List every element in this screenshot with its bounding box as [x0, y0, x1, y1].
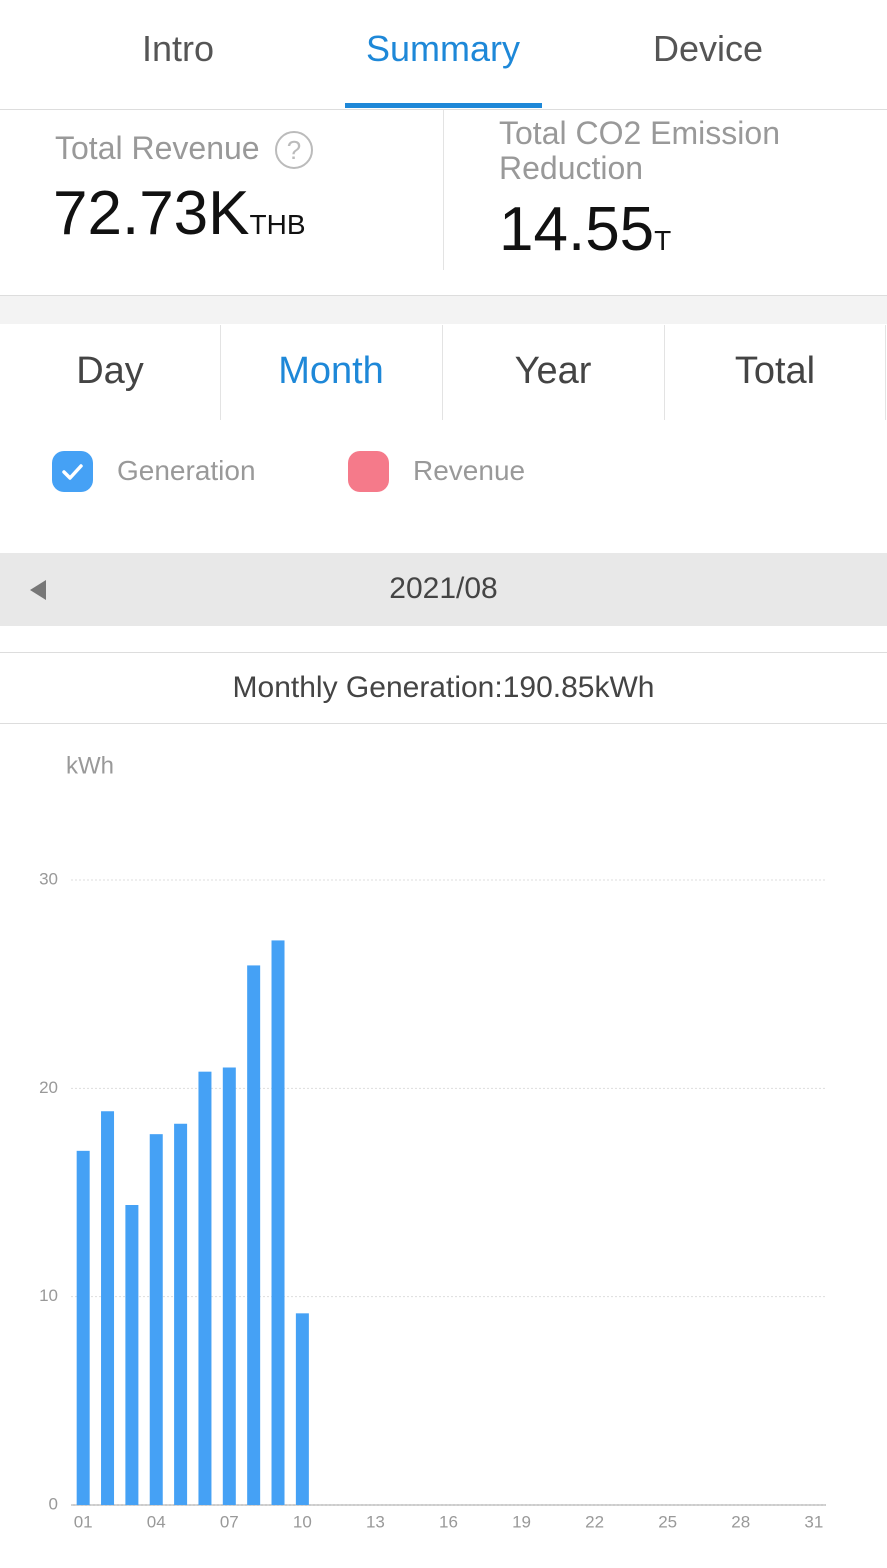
- value: 72.73K: [53, 179, 250, 248]
- bar: [247, 965, 261, 1505]
- x-tick-label: 28: [731, 1512, 750, 1531]
- bar: [295, 1313, 309, 1505]
- date-bar: [0, 553, 887, 626]
- period[interactable]: Total: [734, 350, 816, 392]
- y-axis-label: kWh: [66, 752, 114, 779]
- x-tick-label: 25: [658, 1512, 677, 1531]
- y-tick-label: 10: [39, 1286, 58, 1305]
- bar: [149, 1134, 163, 1505]
- period[interactable]: Day: [76, 350, 144, 392]
- prev-arrow[interactable]: [28, 579, 48, 601]
- y-tick-label: 0: [49, 1494, 58, 1513]
- chart: kWh 0 10 20 30 01 04 07 10 13 16 19 22 25 28 31: [39, 752, 826, 1531]
- x-tick-label: 22: [585, 1512, 604, 1531]
- tab-indicator: [345, 103, 542, 108]
- x-tick-label: 01: [74, 1512, 93, 1531]
- period[interactable]: Year: [514, 350, 592, 392]
- tab[interactable]: Summary: [365, 28, 521, 69]
- x-tick-label: 13: [366, 1512, 385, 1531]
- co2-label: Total CO2 Emission Reduction: [499, 115, 780, 186]
- bar: [125, 1205, 139, 1505]
- unit: T: [654, 225, 672, 256]
- divider: [443, 110, 444, 270]
- bar: [271, 940, 285, 1505]
- tab[interactable]: Device: [652, 28, 764, 69]
- revenue-value: 72.73KTHB: [53, 178, 306, 249]
- x-tick-label: 16: [439, 1512, 458, 1531]
- help-icon[interactable]: ?: [275, 131, 313, 169]
- unit: THB: [249, 209, 306, 240]
- monthly-total: Monthly Generation:190.85kWh: [232, 671, 655, 704]
- x-tick-label: 04: [147, 1512, 166, 1531]
- checkbox[interactable]: [52, 451, 93, 492]
- bar: [222, 1067, 236, 1505]
- checkbox[interactable]: [348, 451, 389, 492]
- divider: [442, 325, 443, 420]
- divider: [664, 325, 665, 420]
- divider: [0, 109, 887, 110]
- divider: [220, 325, 221, 420]
- legend-label: Revenue: [413, 455, 526, 486]
- x-tick-label: 31: [804, 1512, 823, 1531]
- period[interactable]: Month: [278, 350, 384, 392]
- y-tick-label: 30: [39, 869, 58, 888]
- legend-label: Generation: [117, 455, 256, 486]
- value: 14.55: [499, 195, 655, 264]
- x-tick-label: 10: [293, 1512, 312, 1531]
- revenue-label: Total Revenue: [55, 130, 260, 166]
- divider: [0, 652, 887, 653]
- bar: [76, 1150, 90, 1505]
- bar: [198, 1071, 212, 1505]
- co2-value: 14.55T: [499, 194, 671, 265]
- divider: [885, 325, 886, 420]
- bar: [101, 1111, 115, 1505]
- divider: [0, 723, 887, 724]
- bar: [174, 1123, 188, 1505]
- date: 2021/08: [389, 572, 498, 605]
- x-tick-label: 19: [512, 1512, 531, 1531]
- x-tick-label: 07: [220, 1512, 239, 1531]
- y-tick-label: 20: [39, 1078, 58, 1097]
- tab[interactable]: Intro: [141, 28, 215, 69]
- spacer: [0, 295, 887, 324]
